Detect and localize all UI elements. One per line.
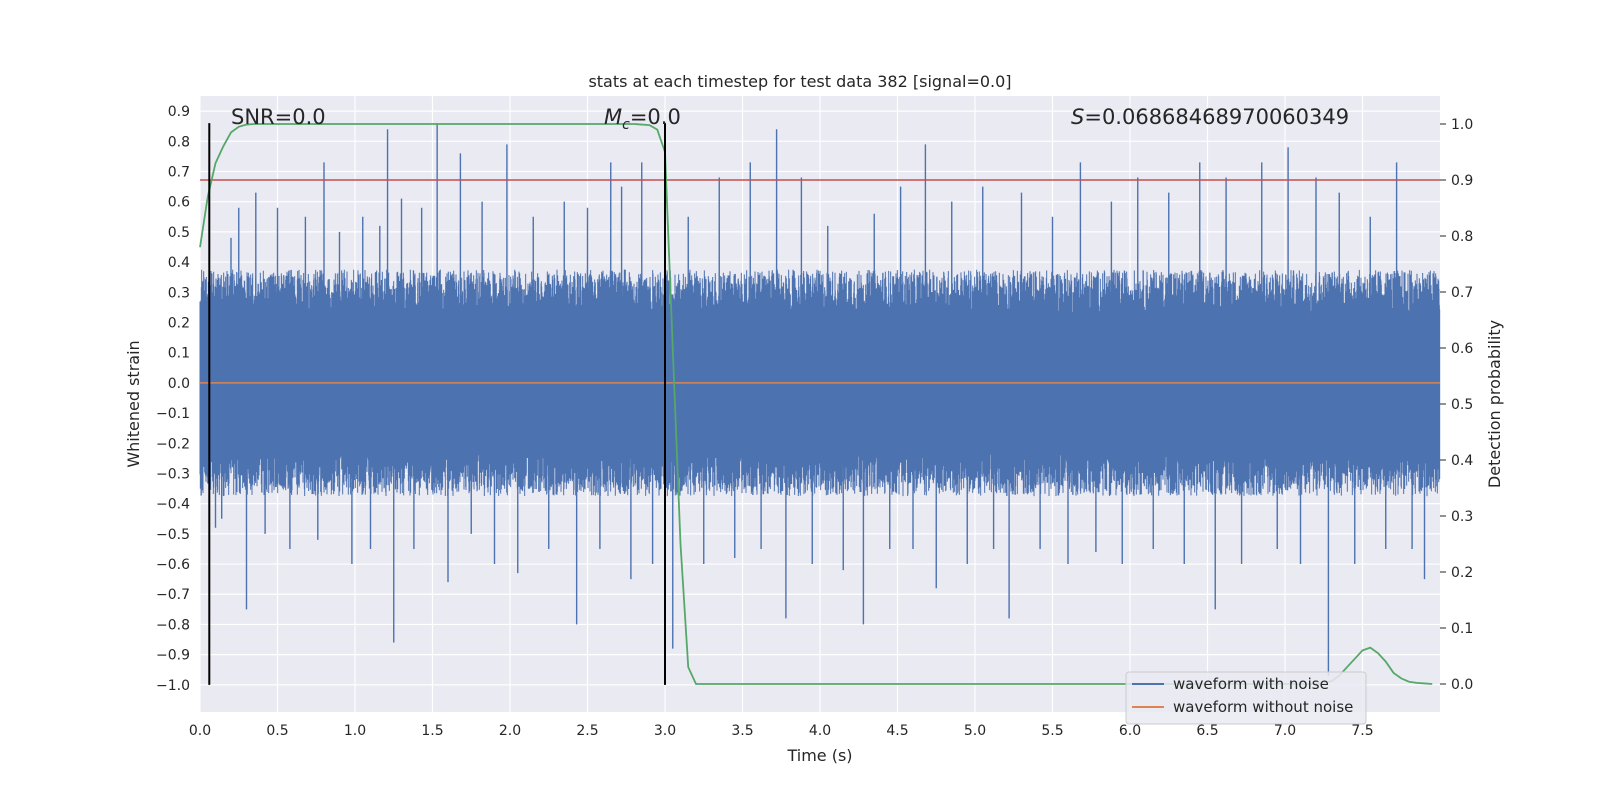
- y-left-tick-label: −0.3: [156, 466, 190, 482]
- chart-title: stats at each timestep for test data 382…: [588, 72, 1011, 91]
- y-left-tick-label: −1.0: [156, 678, 190, 694]
- y-left-tick-label: 0.2: [168, 315, 190, 331]
- x-tick-label: 4.5: [886, 723, 908, 739]
- legend: waveform with noise waveform without noi…: [1125, 671, 1367, 725]
- y-left-tick-label: −0.6: [156, 557, 190, 573]
- y-left-tick-label: −0.9: [156, 648, 190, 664]
- y-right-tick-label: 0.8: [1451, 229, 1473, 245]
- y-right-tick-label: 0.4: [1451, 453, 1473, 469]
- x-tick-label: 4.0: [809, 723, 831, 739]
- x-tick-label: 0.0: [189, 723, 211, 739]
- x-tick-label: 3.0: [654, 723, 676, 739]
- chirp-mass-subscript: c: [622, 117, 630, 133]
- y-right-tick-label: 0.6: [1451, 341, 1473, 357]
- vertical-markers: [208, 123, 666, 685]
- x-tick-label: 6.0: [1119, 723, 1141, 739]
- y-right-tick-label: 0.1: [1451, 621, 1473, 637]
- legend-label-noise: waveform with noise: [1173, 675, 1329, 693]
- y-left-tick-label: −0.5: [156, 527, 190, 543]
- chirp-mass-value: =0.0: [630, 105, 681, 129]
- x-tick-label: 7.5: [1351, 723, 1373, 739]
- s-value: =0.06868468970060349: [1084, 105, 1349, 129]
- chirp-mass-annotation: Mc=0.0: [604, 105, 681, 133]
- y-left-tick-label: 0.3: [168, 285, 190, 301]
- detection-probability-line: [199, 123, 1433, 685]
- y-right-tick-label: 0.0: [1451, 677, 1473, 693]
- legend-box: [1125, 671, 1367, 725]
- y-left-tick-label: −0.8: [156, 617, 190, 633]
- x-tick-label: 1.0: [344, 723, 366, 739]
- y-left-tick-label: −0.1: [156, 406, 190, 422]
- y-left-tick-label: −0.7: [156, 587, 190, 603]
- x-tick-label: 5.0: [964, 723, 986, 739]
- y-left-tick-label: 0.6: [168, 195, 190, 211]
- x-tick-label: 2.0: [499, 723, 521, 739]
- x-axis-ticks: 0.0 0.5 1.0 1.5 2.0 2.5 3.0 3.5 4.0 4.5 5.0 5.5 6.0 6…: [189, 723, 1374, 739]
- y-axis-left-label: Whitened strain: [124, 340, 143, 467]
- s-symbol: S: [1071, 105, 1084, 129]
- y-axis-right-label: Detection probability: [1485, 320, 1504, 488]
- x-tick-label: 7.0: [1274, 723, 1296, 739]
- y-right-tick-label: 0.9: [1451, 173, 1473, 189]
- chirp-mass-symbol: M: [604, 105, 622, 129]
- x-tick-label: 5.5: [1041, 723, 1063, 739]
- x-tick-label: 6.5: [1196, 723, 1218, 739]
- y-right-tick-label: 1.0: [1451, 117, 1473, 133]
- x-tick-label: 2.5: [576, 723, 598, 739]
- x-tick-label: 3.5: [731, 723, 753, 739]
- x-tick-label: 1.5: [421, 723, 443, 739]
- legend-label-clean: waveform without noise: [1173, 698, 1353, 716]
- snr-annotation: SNR=0.0: [231, 105, 326, 129]
- y-axis-left-ticks: 0.9 0.8 0.7 0.6 0.5 0.4 0.3 0.2 0.1 0.0 −0.1 −0.2 −0…: [156, 104, 190, 694]
- y-left-tick-label: 0.7: [168, 164, 190, 180]
- series-waveform-with-noise: [199, 123, 1441, 676]
- y-left-tick-label: 0.1: [168, 346, 190, 362]
- x-axis-label: Time (s): [786, 746, 852, 765]
- y-left-tick-label: −0.4: [156, 497, 190, 513]
- y-axis-right-ticks: 1.0 0.9 0.8 0.7 0.6 0.5 0.4 0.3 0.2 0.1 0.0: [1440, 117, 1473, 693]
- y-left-tick-label: 0.8: [168, 134, 190, 150]
- s-annotation: S=0.06868468970060349: [1071, 105, 1349, 129]
- series-detection-probability: [199, 123, 1433, 685]
- y-left-tick-label: 0.0: [168, 376, 190, 392]
- y-right-tick-label: 0.7: [1451, 285, 1473, 301]
- x-tick-label: 0.5: [266, 723, 288, 739]
- y-right-tick-label: 0.2: [1451, 565, 1473, 581]
- y-left-tick-label: −0.2: [156, 436, 190, 452]
- y-left-tick-label: 0.5: [168, 225, 190, 241]
- y-right-tick-label: 0.3: [1451, 509, 1473, 525]
- y-left-tick-label: 0.4: [168, 255, 190, 271]
- y-left-tick-label: 0.9: [168, 104, 190, 120]
- y-right-tick-label: 0.5: [1451, 397, 1473, 413]
